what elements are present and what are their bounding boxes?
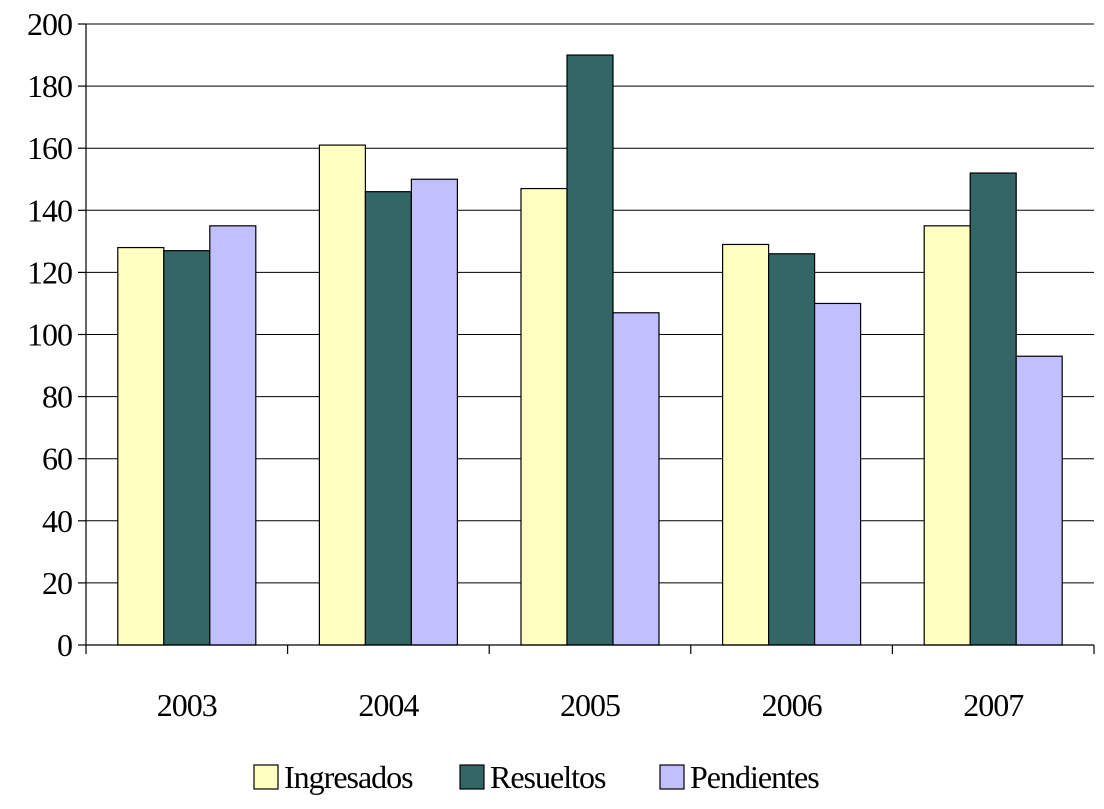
bar-resueltos-2006 xyxy=(767,253,816,646)
bar-pendientes-2007 xyxy=(1015,355,1063,646)
legend-label: Pendientes xyxy=(690,759,819,795)
bar-ingresados-2004 xyxy=(318,144,366,646)
y-tick-label: 80 xyxy=(42,379,72,415)
y-tick-label: 140 xyxy=(27,192,72,228)
y-tick-labels: 0 20 40 60 80 100 120 140 160 180 200 xyxy=(27,6,73,663)
bar-resueltos-2004 xyxy=(364,191,412,646)
bar-pendientes-2005 xyxy=(612,312,660,646)
y-tick-label: 60 xyxy=(42,441,72,477)
x-tick-label: 2003 xyxy=(157,687,217,723)
bar-pendientes-2003 xyxy=(209,225,257,646)
y-tick-label: 120 xyxy=(27,254,72,290)
y-tick-label: 200 xyxy=(27,6,72,42)
legend-label: Resueltos xyxy=(490,759,606,795)
x-tick-label: 2004 xyxy=(358,687,419,723)
y-tick-label: 0 xyxy=(57,627,72,663)
bar-ingresados-2003 xyxy=(117,246,165,646)
y-tick-label: 40 xyxy=(42,503,72,539)
legend: Ingresados Resueltos Pendientes xyxy=(253,759,820,795)
bar-resueltos-2003 xyxy=(163,250,211,646)
x-tick-label: 2005 xyxy=(560,687,620,723)
x-tick-label: 2007 xyxy=(963,687,1024,723)
bar-ingresados-2006 xyxy=(721,243,770,646)
x-tick-labels: 2003 2004 2005 2006 2007 xyxy=(157,687,1025,723)
axes xyxy=(78,23,1095,654)
bar-pendientes-2006 xyxy=(813,302,862,646)
legend-swatch xyxy=(253,764,279,790)
legend-label: Ingresados xyxy=(284,759,413,795)
bar-resueltos-2007 xyxy=(969,172,1017,646)
y-tick-label: 100 xyxy=(27,317,72,353)
legend-swatch xyxy=(459,764,485,790)
y-tick-label: 20 xyxy=(42,565,72,601)
y-tick-label: 180 xyxy=(27,68,72,104)
y-tick-label: 160 xyxy=(27,130,72,166)
bar-resueltos-2005 xyxy=(566,54,614,646)
legend-item-pendientes: Pendientes xyxy=(659,759,820,795)
legend-swatch xyxy=(659,764,685,790)
legend-item-resueltos: Resueltos xyxy=(459,759,607,795)
bar-pendientes-2004 xyxy=(410,178,458,646)
legend-item-ingresados: Ingresados xyxy=(253,759,414,795)
bar-ingresados-2005 xyxy=(520,187,568,646)
x-tick-label: 2006 xyxy=(762,687,823,723)
bar-ingresados-2007 xyxy=(923,225,971,646)
bars xyxy=(117,54,1063,646)
